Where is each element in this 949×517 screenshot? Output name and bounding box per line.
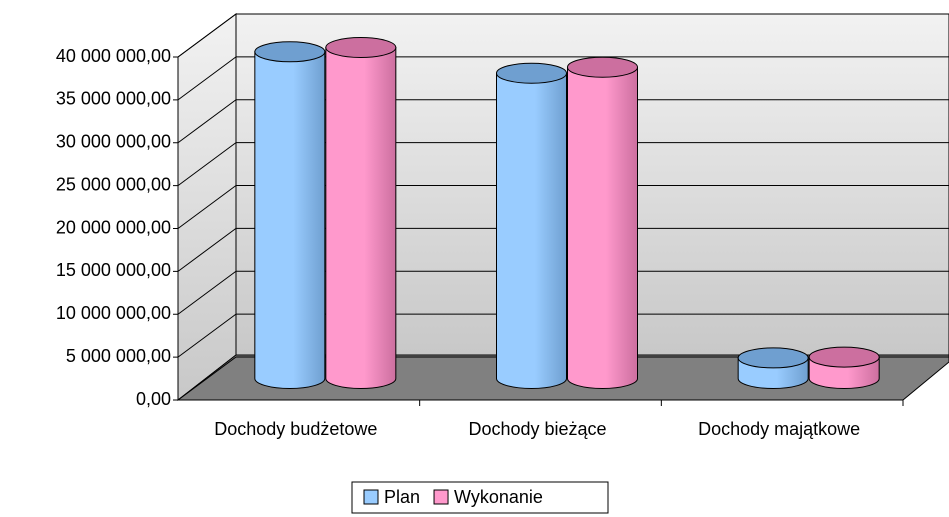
bar-top: [567, 56, 638, 78]
y-tick-label: 20 000 000,00: [56, 217, 171, 237]
x-tick-label: Dochody budżetowe: [214, 419, 377, 439]
grid-line: [177, 270, 237, 315]
bar: [325, 47, 397, 389]
grid-line: [177, 185, 237, 229]
bar: [567, 66, 638, 389]
bar-top: [325, 37, 397, 59]
y-tick-label: 5 000 000,00: [66, 346, 171, 366]
y-tick-label: 0,00: [136, 389, 171, 409]
y-tick-label: 30 000 000,00: [56, 132, 171, 152]
bar: [496, 72, 567, 389]
bar: [254, 51, 326, 389]
grid-line: [177, 99, 237, 144]
legend-label: Wykonanie: [454, 487, 543, 507]
legend-box: [351, 481, 609, 514]
x-tick-label: Dochody bieżące: [468, 419, 606, 439]
grid-line: [177, 356, 237, 401]
y-tick-label: 35 000 000,00: [56, 89, 171, 109]
y-tick-label: 15 000 000,00: [56, 260, 171, 280]
grid-line: [177, 13, 237, 58]
bar-top: [254, 41, 326, 63]
legend-swatch: [363, 489, 379, 505]
grid-line: [177, 142, 237, 187]
y-tick-label: 10 000 000,00: [56, 303, 171, 323]
x-tick-label: Dochody majątkowe: [698, 419, 860, 439]
legend-label: Plan: [384, 487, 420, 507]
bar-top: [737, 347, 809, 369]
grid-line: [177, 56, 237, 101]
grid-line: [177, 227, 237, 272]
grid-line: [177, 313, 237, 358]
legend: Plan Wykonanie: [351, 481, 609, 514]
bar-top: [496, 62, 567, 84]
bar-top: [808, 346, 880, 368]
y-tick-label: 40 000 000,00: [56, 46, 171, 66]
legend-swatch: [433, 489, 449, 505]
y-tick-label: 25 000 000,00: [56, 174, 171, 194]
